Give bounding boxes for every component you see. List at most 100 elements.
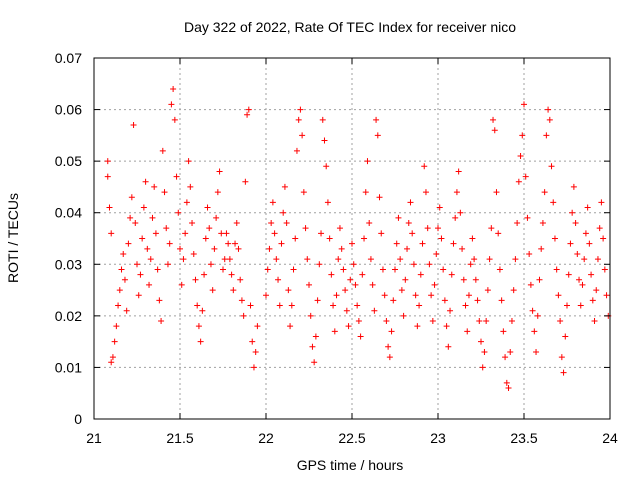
data-point [158,318,165,325]
data-point [187,183,194,190]
data-point [268,220,275,227]
data-point [330,302,337,309]
data-point [195,323,202,330]
data-point [390,297,397,304]
data-point [564,302,570,309]
data-point [436,204,443,211]
data-point [123,307,130,314]
data-point [318,230,325,237]
data-point [250,364,257,371]
data-point [202,235,209,242]
y-tick-label: 0 [74,411,82,427]
data-point [507,348,514,355]
data-point [170,85,177,92]
data-point [515,178,522,185]
data-point [557,318,564,325]
data-point [476,318,483,325]
data-point [421,163,428,170]
data-point [548,163,555,170]
data-point [211,245,218,252]
data-point [263,292,269,299]
data-point [280,209,287,216]
data-point [326,235,333,242]
data-point [168,101,175,108]
y-axis-ticks: 0 0.01 0.02 0.03 0.04 0.05 0.06 0.07 [55,50,610,427]
data-point [490,116,497,123]
data-point [483,318,490,325]
data-point [457,209,464,216]
x-tick-label: 21.5 [166,430,193,446]
data-point [422,189,429,196]
data-point [311,359,318,366]
data-point [154,266,161,273]
y-tick-label: 0.06 [55,102,82,118]
x-tick-label: 23 [430,430,446,446]
data-point [565,271,572,278]
data-point [161,189,168,196]
x-tick-label: 24 [602,430,618,446]
data-point [144,245,151,252]
data-point [171,116,178,123]
data-point [354,302,361,309]
data-point [309,343,316,350]
data-point [402,276,409,283]
data-point [156,297,163,304]
data-point [288,302,295,309]
data-point [572,220,579,227]
data-point [338,245,345,252]
data-point [455,168,462,175]
data-point [514,220,521,227]
data-point [479,364,486,371]
data-points [104,85,612,392]
data-point [343,307,350,314]
data-point [362,189,369,196]
y-tick-label: 0.01 [55,359,82,375]
data-point [527,281,534,288]
data-point [521,101,527,108]
data-point [220,266,226,273]
y-tick-label: 0.07 [55,50,82,66]
data-point [486,256,493,263]
data-point [536,276,543,283]
grid-lines [94,58,610,419]
data-point [567,240,574,247]
data-point [137,271,144,278]
data-point [214,189,221,196]
data-point [498,297,505,304]
data-point [355,318,362,325]
data-point [392,266,398,273]
data-point [180,256,187,263]
data-point [249,338,256,345]
data-point [533,348,540,355]
data-point [116,287,123,294]
data-point [397,256,404,263]
data-point [378,230,385,237]
data-point [405,220,412,227]
data-point [371,307,378,314]
data-point [459,245,466,252]
data-point [128,194,135,201]
data-point [118,266,125,273]
data-point [438,235,445,242]
data-point [278,240,285,247]
data-point [410,261,417,268]
x-tick-label: 21 [86,430,102,446]
data-point [192,276,199,283]
data-point [508,318,515,325]
data-point [367,256,374,263]
data-point [424,225,431,232]
data-point [201,271,208,278]
data-point [300,189,307,196]
data-point [601,266,608,273]
data-point [254,323,261,330]
data-point [600,235,607,242]
data-point [306,281,312,288]
data-point [247,302,254,309]
data-point [175,209,182,216]
data-point [379,266,386,273]
data-point [108,230,115,237]
data-point [550,199,557,206]
data-point [593,287,600,294]
data-point [484,287,491,294]
